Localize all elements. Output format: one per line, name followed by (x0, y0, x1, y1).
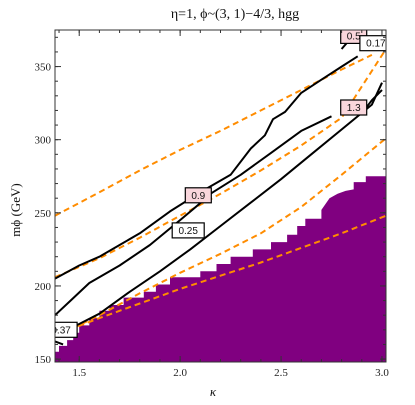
contour-label-6: 0.37 (51, 321, 78, 338)
contour-label-box (340, 99, 368, 116)
x-tick-label: 1.5 (72, 367, 86, 379)
contour-line-6 (55, 340, 64, 346)
contour-label-2: 0.17 (359, 35, 386, 52)
dashed-curve-4 (68, 214, 386, 331)
excluded-region (55, 176, 386, 362)
x-tick-label: 2.0 (173, 367, 187, 379)
contour-label-box (184, 187, 212, 204)
y-tick-label: 350 (35, 62, 52, 74)
contour-label-text: 0.17 (366, 39, 386, 50)
contour-line-3 (66, 82, 383, 331)
axes: 1.5 2.0 2.5 3.0 150 200 250 300 350 (35, 29, 389, 379)
contour-label-3: 1.3 (340, 99, 368, 116)
x-axis-label: κ (210, 384, 217, 399)
contour-label-box (171, 222, 205, 239)
y-tick-label: 250 (35, 208, 52, 220)
contour-label-text: 0.25 (178, 226, 198, 237)
contour-label-text: 1.3 (347, 103, 361, 114)
x-tick-label: 2.5 (274, 367, 288, 379)
x-tick-label: 3.0 (375, 367, 389, 379)
contour-label-text: 0.37 (51, 325, 71, 336)
contour-line-1 (55, 55, 359, 280)
clipped-plot: 0.5 0.17 1.3 0.9 0.25 0.37 (51, 30, 386, 362)
contour-label-text: 0.5 (347, 31, 361, 42)
contour-label-box (359, 35, 386, 52)
dashed-curve-3 (55, 137, 386, 338)
plot-area: 0.5 0.17 1.3 0.9 0.25 0.37 (51, 30, 386, 362)
y-axis-label: mϕ (GeV) (8, 183, 23, 236)
dashed-curve-1 (55, 53, 373, 217)
chart-title: η=1, ϕ~(3, 1)−4/3, hgg (171, 7, 299, 22)
y-tick-label: 150 (35, 354, 52, 366)
y-tick-label: 300 (35, 135, 52, 147)
contour-label-box (55, 321, 78, 338)
contour-label-text: 0.9 (191, 191, 205, 202)
contour-line-2 (55, 115, 332, 316)
contour-label-5: 0.25 (171, 222, 205, 239)
dashed-curve-2 (55, 48, 386, 279)
y-tick-label: 200 (35, 281, 52, 293)
contour-label-4: 0.9 (184, 187, 212, 204)
